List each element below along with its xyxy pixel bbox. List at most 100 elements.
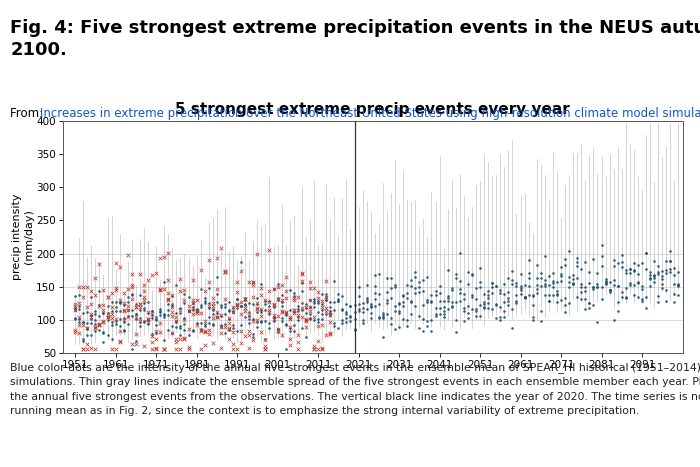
Point bbox=[665, 257, 676, 265]
Point bbox=[645, 276, 656, 283]
Point bbox=[559, 301, 570, 308]
Point bbox=[118, 314, 130, 321]
Point bbox=[236, 298, 247, 306]
Point bbox=[260, 317, 271, 325]
Point bbox=[649, 257, 660, 265]
Point bbox=[139, 296, 150, 304]
Point bbox=[462, 269, 473, 276]
Point bbox=[604, 286, 615, 294]
Point bbox=[640, 293, 652, 300]
Point bbox=[552, 278, 563, 286]
Point bbox=[106, 289, 117, 296]
Point bbox=[90, 323, 101, 330]
Point bbox=[280, 288, 291, 295]
Point bbox=[162, 326, 174, 333]
Point bbox=[284, 314, 295, 321]
Point bbox=[268, 300, 279, 308]
Point bbox=[130, 315, 141, 323]
Point bbox=[321, 290, 332, 297]
Point bbox=[649, 272, 660, 279]
Point bbox=[377, 311, 388, 318]
Point bbox=[146, 311, 158, 318]
Point bbox=[507, 281, 518, 288]
Point bbox=[122, 320, 134, 327]
Point bbox=[284, 341, 295, 348]
Point bbox=[150, 313, 162, 320]
Point bbox=[167, 304, 178, 311]
Point bbox=[126, 306, 137, 314]
Point bbox=[620, 269, 631, 277]
Point bbox=[102, 294, 113, 301]
Point bbox=[304, 315, 316, 323]
Point bbox=[325, 311, 336, 319]
Point bbox=[604, 279, 615, 286]
Point bbox=[296, 277, 307, 285]
Point bbox=[150, 336, 162, 343]
Point bbox=[345, 313, 356, 320]
Point bbox=[552, 291, 563, 298]
Point bbox=[171, 335, 182, 343]
Point bbox=[309, 345, 320, 352]
Point bbox=[142, 318, 153, 326]
Point bbox=[78, 346, 89, 353]
Point bbox=[98, 309, 109, 317]
Point bbox=[486, 305, 498, 312]
Point bbox=[260, 336, 271, 344]
Point bbox=[244, 315, 255, 323]
Point bbox=[652, 298, 664, 305]
Point bbox=[94, 303, 105, 310]
Point bbox=[110, 259, 121, 267]
Point bbox=[195, 325, 206, 333]
Point bbox=[523, 274, 534, 282]
Point bbox=[426, 327, 437, 334]
Point bbox=[94, 321, 105, 328]
Point bbox=[114, 263, 125, 271]
Point bbox=[260, 296, 271, 303]
Point bbox=[559, 255, 570, 263]
Point bbox=[304, 278, 316, 285]
Point bbox=[446, 303, 457, 310]
Point bbox=[98, 330, 109, 337]
Point bbox=[260, 306, 271, 313]
Point bbox=[636, 285, 648, 292]
Point bbox=[280, 294, 291, 302]
Point bbox=[357, 304, 368, 312]
Point bbox=[575, 283, 587, 290]
Point bbox=[329, 322, 340, 329]
Point bbox=[325, 309, 336, 317]
Point bbox=[458, 304, 470, 312]
Point bbox=[106, 346, 117, 353]
Point bbox=[536, 269, 547, 276]
Point bbox=[604, 286, 615, 294]
Point bbox=[78, 309, 89, 317]
Point bbox=[90, 325, 101, 332]
Point bbox=[203, 331, 214, 338]
Point bbox=[114, 307, 125, 315]
Point bbox=[373, 271, 384, 278]
Point bbox=[458, 290, 470, 298]
Point bbox=[568, 281, 579, 288]
Point bbox=[98, 309, 109, 317]
Point bbox=[402, 322, 413, 329]
Point bbox=[649, 274, 660, 282]
Point bbox=[568, 279, 579, 286]
Point bbox=[122, 313, 134, 320]
Point bbox=[361, 282, 372, 289]
Point bbox=[309, 284, 320, 291]
Point bbox=[203, 303, 214, 310]
Point bbox=[284, 316, 295, 323]
Point bbox=[555, 297, 566, 304]
Point bbox=[171, 346, 182, 353]
Point bbox=[673, 282, 684, 290]
Point bbox=[276, 315, 287, 322]
Point bbox=[82, 320, 93, 327]
Point bbox=[312, 297, 323, 305]
Point bbox=[475, 264, 486, 272]
Point bbox=[498, 313, 510, 321]
Point bbox=[337, 319, 348, 327]
Point bbox=[280, 346, 291, 353]
Point bbox=[106, 310, 117, 317]
Point bbox=[527, 313, 538, 321]
Point bbox=[405, 297, 416, 305]
Point bbox=[134, 318, 146, 325]
